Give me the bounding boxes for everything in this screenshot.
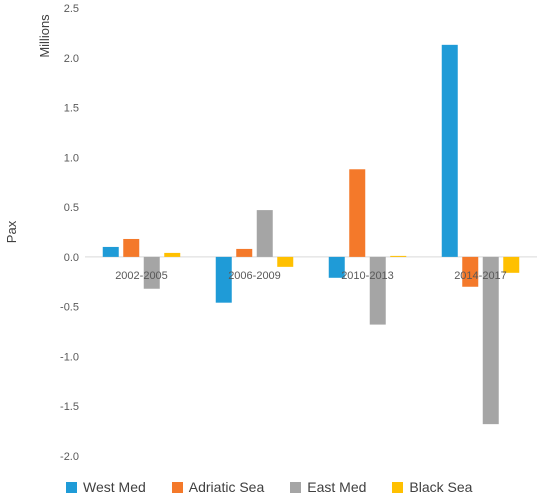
category-labels: 2002-2005 2006-2009 2010-2013 2014-2017 <box>115 270 507 282</box>
y-tick-label: 2.0 <box>64 53 79 65</box>
y-tick-label: -0.5 <box>60 302 79 314</box>
legend-item: West Med <box>66 479 146 495</box>
legend-swatch <box>392 481 404 493</box>
legend-label: Black Sea <box>409 479 473 495</box>
y-tick-label: -2.0 <box>60 451 79 463</box>
bar-west-med-2006-2009 <box>215 256 232 303</box>
bar-west-med-2002-2005 <box>102 246 119 257</box>
bar-black-sea-2010-2013 <box>390 255 407 257</box>
category-label: 2002-2005 <box>115 270 168 282</box>
bars-group <box>102 44 520 425</box>
legend-label: West Med <box>83 479 146 495</box>
bar-black-sea-2014-2017 <box>503 256 520 273</box>
legend-label: East Med <box>307 479 367 495</box>
bar-east-med-2006-2009 <box>256 210 273 257</box>
category-label: 2010-2013 <box>341 270 394 282</box>
legend-swatch <box>66 481 77 493</box>
y-tick-label: -1.0 <box>60 351 79 363</box>
legend-swatch <box>290 481 302 493</box>
y-tick-label: 2.5 <box>64 3 79 15</box>
y-tick-label: -1.5 <box>60 401 79 413</box>
bar-east-med-2002-2005 <box>143 256 160 289</box>
bar-west-med-2014-2017 <box>441 44 458 257</box>
bar-west-med-2010-2013 <box>328 256 345 278</box>
legend-swatch <box>171 481 183 493</box>
y-axis-title: Pax <box>4 220 19 243</box>
bar-black-sea-2006-2009 <box>277 256 294 267</box>
y-tick-label: 0.0 <box>64 252 79 264</box>
legend-label: Adriatic Sea <box>188 479 265 495</box>
y-tick-label: 0.5 <box>64 202 79 214</box>
category-label: 2014-2017 <box>454 270 507 282</box>
legend-item: Adriatic Sea <box>171 479 265 495</box>
y-axis: -2.0 -1.5 -1.0 -0.5 0.0 0.5 1.0 1.5 2.0 2.5 <box>60 3 79 463</box>
bar-black-sea-2002-2005 <box>164 252 181 257</box>
legend-item: Black Sea <box>392 479 472 495</box>
bar-adriatic-sea-2006-2009 <box>236 248 253 257</box>
bar-east-med-2010-2013 <box>369 256 386 325</box>
legend: West Med Adriatic Sea East Med Black Sea <box>66 479 472 495</box>
y-tick-label: 1.0 <box>64 152 79 164</box>
bar-chart: Millions Pax -2.0 -1.5 -1.0 -0.5 0.0 0.5 1.0 1.… <box>4 3 537 463</box>
legend-item: East Med <box>290 479 366 495</box>
bar-adriatic-sea-2014-2017 <box>462 256 479 287</box>
bar-adriatic-sea-2010-2013 <box>349 169 366 257</box>
unit-label: Millions <box>37 14 52 58</box>
bar-adriatic-sea-2002-2005 <box>123 238 140 257</box>
category-label: 2006-2009 <box>228 270 281 282</box>
bar-east-med-2014-2017 <box>482 256 499 425</box>
y-tick-label: 1.5 <box>64 103 79 115</box>
